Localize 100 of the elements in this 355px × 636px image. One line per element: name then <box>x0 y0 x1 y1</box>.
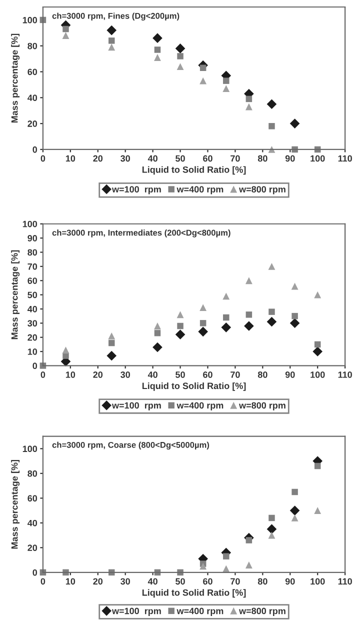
point <box>154 46 161 53</box>
legend-label: w=400 rpm <box>176 402 224 410</box>
point <box>176 63 184 70</box>
point <box>177 53 184 60</box>
point <box>268 123 275 130</box>
legend-label: w=800 rpm <box>239 186 286 194</box>
x-tick-label: 30 <box>120 371 130 378</box>
point <box>106 350 117 361</box>
x-tick-label: 40 <box>148 578 158 585</box>
x-axis-title: Liquid to Solid Ratio [%] <box>142 166 246 175</box>
legend-label: w=800 rpm <box>239 402 286 410</box>
y-tick-label: 80 <box>28 470 38 477</box>
y-axis-title: Mass percentage [%] <box>11 250 20 340</box>
point <box>266 316 277 327</box>
x-tick-label: 90 <box>285 578 295 585</box>
point <box>290 506 300 516</box>
x-tick-label: 100 <box>310 578 325 585</box>
y-tick-label: 100 <box>22 220 38 228</box>
point <box>314 291 322 298</box>
x-tick-label: 50 <box>176 578 185 585</box>
point <box>291 514 298 522</box>
point <box>108 340 115 346</box>
y-tick-label: 70 <box>28 263 38 270</box>
x-tick-label: 20 <box>93 155 103 162</box>
point <box>154 330 161 336</box>
x-tick-label: 90 <box>285 371 295 378</box>
x-tick-label: 90 <box>285 155 295 162</box>
y-tick-label: 80 <box>28 42 38 50</box>
x-tick-label: 40 <box>148 155 158 162</box>
point <box>223 553 230 560</box>
point <box>266 524 277 534</box>
x-tick-label: 10 <box>66 371 76 378</box>
point <box>108 38 115 44</box>
x-tick-label: 70 <box>230 371 240 378</box>
x-tick-label: 100 <box>310 155 325 162</box>
y-axis-title: Mass percentage [%] <box>11 460 20 549</box>
point <box>222 85 230 92</box>
x-tick-label: 50 <box>176 371 185 378</box>
y-tick-label: 40 <box>27 306 38 312</box>
point <box>62 346 70 354</box>
x-tick-label: 30 <box>120 578 130 585</box>
point <box>245 103 252 110</box>
x-tick-label: 110 <box>338 371 352 378</box>
y-tick-label: 90 <box>28 235 38 242</box>
text: ch=3000 rpm, Coarse (800<Dg<5000µm) <box>52 442 210 450</box>
legend-label: w=100 rpm <box>112 186 161 194</box>
y-tick-label: 0 <box>32 146 38 153</box>
y-tick-label: 30 <box>28 320 38 327</box>
point <box>152 33 162 43</box>
point <box>154 322 161 330</box>
point <box>200 304 207 312</box>
text: ch=3000 rpm, Fines (Dg<200µm) <box>52 12 180 20</box>
point <box>290 118 300 128</box>
y-tick-label: 0 <box>32 569 38 576</box>
point <box>312 346 323 356</box>
point <box>200 77 207 84</box>
x-tick-label: 70 <box>230 578 240 585</box>
y-tick-label: 100 <box>22 16 38 24</box>
point <box>222 292 230 300</box>
x-tick-label: 80 <box>258 371 268 378</box>
x-axis-title: Liquid to Solid Ratio [%] <box>142 589 246 598</box>
point <box>200 320 206 326</box>
y-tick-label: 60 <box>28 278 38 284</box>
point <box>268 514 275 522</box>
x-axis-title: Liquid to Solid Ratio [%] <box>142 382 246 391</box>
point <box>244 321 254 331</box>
point <box>246 96 252 102</box>
x-tick-label: 20 <box>93 578 103 585</box>
x-tick-label: 50 <box>176 155 185 162</box>
legend-label: w=100 rpm <box>112 402 161 410</box>
point <box>62 32 70 39</box>
point <box>108 44 116 51</box>
point <box>154 54 161 61</box>
x-tick-label: 110 <box>338 155 352 162</box>
y-tick-label: 40 <box>27 94 38 102</box>
point <box>223 78 230 84</box>
x-tick-label: 10 <box>66 155 76 162</box>
x-tick-label: 70 <box>230 155 240 162</box>
y-tick-label: 60 <box>28 68 38 76</box>
y-axis-title: Mass percentage [%] <box>11 34 20 123</box>
point <box>314 462 321 470</box>
y-tick-label: 20 <box>28 544 38 552</box>
point <box>245 277 252 284</box>
x-tick-label: 80 <box>258 578 268 585</box>
point <box>200 64 206 71</box>
point <box>200 562 207 570</box>
point <box>62 26 69 32</box>
point <box>108 332 116 340</box>
legend-label: w=800 rpm <box>239 608 286 616</box>
y-tick-label: 20 <box>28 334 38 341</box>
legend-label: w=400 rpm <box>176 186 224 194</box>
y-tick-label: 10 <box>28 348 38 355</box>
y-tick-label: 100 <box>22 446 38 452</box>
point <box>106 25 117 36</box>
point <box>222 565 230 572</box>
x-tick-label: 0 <box>40 578 46 585</box>
point <box>221 322 232 332</box>
legend-label: w=100 rpm <box>112 608 161 616</box>
y-tick-label: 40 <box>27 520 38 526</box>
x-tick-label: 80 <box>258 155 268 162</box>
